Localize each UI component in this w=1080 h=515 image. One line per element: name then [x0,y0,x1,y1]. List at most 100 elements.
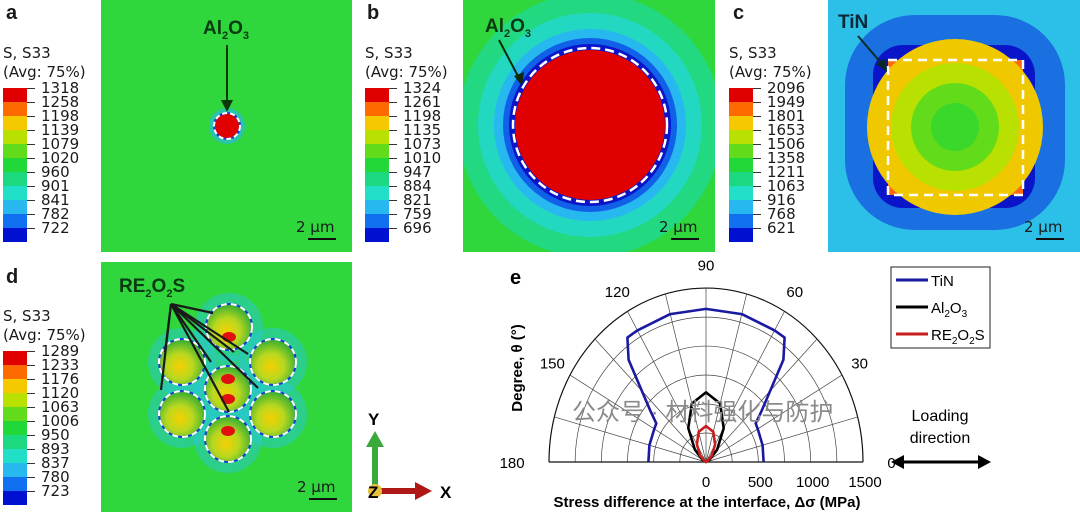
colorbar-tick [27,463,35,464]
colorbar-swatch [729,172,753,186]
contour-a-svg [209,45,245,144]
x-axis-title: Stress difference at the interface, Δσ (… [554,494,861,511]
contour-plot-d: RE2O2S 2 µm [101,262,352,512]
legend-avg: (Avg: 75%) [365,63,448,81]
annotation-al2o3: Al2O3 [203,18,250,42]
panel-label-e: e [510,267,521,289]
colorbar-label: 1135 [403,121,442,139]
grid-spoke [594,338,707,463]
y-arrow-head [366,431,384,447]
colorbar-swatch [729,200,753,214]
x-axis-arrow [375,488,417,494]
colorbar-label: 950 [41,426,70,444]
colorbar-label: 1233 [41,356,80,374]
legend-title: S, S33 [365,44,413,62]
annotation-tin: TiN [838,12,869,33]
contour-d-svg [148,293,307,473]
panel-label-d: d [6,266,19,288]
legend-c: S, S33 (Avg: 75%) 2096 1949 1801 1653 1506 13… [729,44,825,242]
colorbar-tick [27,351,35,352]
re2o2s-particle [206,417,250,461]
annotation-arrows [159,302,259,413]
colorbar-swatch [3,102,27,116]
colorbar-swatch [3,393,27,407]
interface-outline [204,415,252,463]
colorbar-tick [389,144,397,145]
scale-bar-a: 2 µm [296,218,336,240]
scale-label: 2 µm [659,218,698,236]
grid-spoke [705,416,858,463]
colorbar-tick [753,158,761,159]
colorbar-tick [27,421,35,422]
series-line-re2o2s [695,424,717,464]
annotation-al2o3: Al2O3 [485,16,532,40]
colorbar-swatch [729,158,753,172]
angle-tick-label: 0 [887,455,895,472]
colorbar-tick [27,116,35,117]
colorbar-tick [753,102,761,103]
interface-outline [249,338,297,386]
colorbar-tick [27,102,35,103]
colorbar-tick [27,477,35,478]
colorbar-tick [753,116,761,117]
colorbar-tick [27,158,35,159]
arrow-head [514,72,524,86]
colorbar-label: 1010 [403,149,442,167]
interface-outline [511,46,669,204]
colorbar-tick [27,407,35,408]
colorbar-tick [389,130,397,131]
legend-label-tin: TiN [931,273,954,290]
grid-spoke [554,416,707,463]
colorbar-swatch [729,88,753,102]
panel-label-b: b [367,2,380,24]
y-axis-arrow [372,445,378,490]
colorbar-label: 1006 [41,412,80,430]
radial-tick-label: 0 [702,474,710,491]
colorbar-label: 1063 [767,177,806,195]
interface-outline [158,338,206,386]
x-arrow-head [415,482,432,500]
colorbar-label: 696 [403,219,432,237]
interface-outline [886,58,1025,197]
z-axis-dot [368,484,382,498]
colorbar-label: 1358 [767,149,806,167]
colorbar-tick [389,158,397,159]
angle-tick-label: 60 [786,284,803,301]
legend-avg: (Avg: 75%) [729,63,812,81]
colorbar-swatch [729,144,753,158]
colorbar-swatch [729,130,753,144]
colorbar-label: 1198 [403,107,442,125]
colorbar-tick [27,144,35,145]
colorbar-tick [389,116,397,117]
grid-spoke [569,374,707,463]
colorbar-label: 893 [41,440,70,458]
angle-tick-label: 30 [851,356,868,373]
loading-label-2: direction [910,430,970,447]
colorbar-label: 916 [767,191,796,209]
colorbar-label: 2096 [767,79,806,97]
legend-title: S, S33 [3,44,51,62]
re2o2s-particle [251,340,295,384]
legend-avg: (Avg: 75%) [3,63,86,81]
colorbar-label: 768 [767,205,796,223]
colorbar-swatch [365,228,389,242]
colorbar-label: 1198 [41,107,80,125]
legend-d: S, S33 (Avg: 75%) 1289 1233 1176 1120 1063 10… [3,307,99,505]
colorbar-tick [753,172,761,173]
legend-title: S, S33 [3,307,51,325]
colorbar-tick [27,379,35,380]
scale-bar-c: 2 µm [1024,218,1064,240]
colorbar-swatch [729,102,753,116]
panel-label-a: a [6,2,18,24]
colorbar-swatch [729,186,753,200]
re2o2s-particle [251,392,295,436]
legend-b: S, S33 (Avg: 75%) 1324 1261 1198 1135 1073 10… [365,44,461,242]
scale-label: 2 µm [296,218,335,236]
colorbar-swatch [3,172,27,186]
colorbar-tick [27,491,35,492]
colorbar-swatch [3,158,27,172]
stress-hotspot [221,426,235,436]
colorbar-tick [27,435,35,436]
radial-tick-label: 1500 [848,474,881,491]
colorbar-label: 947 [403,163,432,181]
